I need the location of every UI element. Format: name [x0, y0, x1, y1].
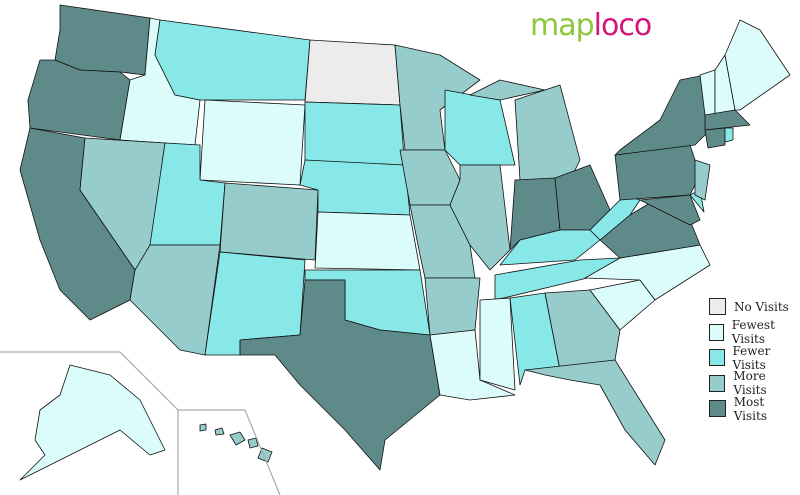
maploco-logo: maploco [530, 8, 653, 43]
legend-swatch [709, 374, 726, 392]
logo-part2: loco [593, 8, 653, 43]
legend: No Visits Fewest Visits Fewer Visits Mor… [709, 294, 800, 423]
state-ak[interactable] [19, 364, 166, 481]
legend-item-none: No Visits [709, 294, 800, 320]
state-or[interactable] [27, 59, 131, 141]
state-il[interactable] [449, 164, 511, 271]
state-ma[interactable] [704, 109, 751, 131]
legend-item-most: Most Visits [709, 394, 800, 423]
legend-swatch [709, 323, 724, 341]
state-ct[interactable] [704, 127, 726, 149]
state-hi[interactable] [214, 427, 225, 436]
legend-label: No Visits [734, 299, 789, 314]
state-ga[interactable] [544, 289, 621, 371]
state-hi[interactable] [199, 423, 207, 432]
state-tx[interactable] [239, 279, 441, 471]
legend-item-more: More Visits [709, 369, 800, 398]
state-mi-up[interactable] [469, 79, 546, 101]
state-nj[interactable] [694, 159, 711, 201]
state-co[interactable] [219, 182, 319, 261]
legend-item-fewest: Fewest Visits [709, 318, 800, 347]
inset-border [178, 409, 281, 495]
legend-label: Most Visits [733, 394, 767, 423]
legend-swatch [709, 400, 726, 418]
state-me[interactable] [724, 19, 791, 111]
state-md[interactable] [639, 194, 701, 226]
state-mi[interactable] [514, 84, 581, 181]
state-ny[interactable] [614, 74, 711, 156]
state-ar[interactable] [424, 277, 481, 336]
state-az[interactable] [129, 244, 221, 356]
state-sd[interactable] [304, 101, 406, 171]
state-ia[interactable] [399, 149, 461, 206]
legend-label: Fewest Visits [731, 318, 775, 347]
state-wy[interactable] [199, 99, 306, 186]
legend-item-fewer: Fewer Visits [709, 343, 800, 372]
logo-part1: map [530, 8, 595, 43]
legend-label: More Visits [733, 369, 767, 398]
legend-swatch [709, 298, 726, 316]
state-ri[interactable] [724, 127, 734, 143]
state-mn[interactable] [394, 44, 481, 151]
state-mt[interactable] [154, 19, 311, 101]
state-ks[interactable] [314, 211, 421, 271]
state-fl[interactable] [524, 359, 666, 466]
state-ms[interactable] [479, 297, 516, 391]
state-hi[interactable] [229, 431, 246, 446]
state-wi[interactable] [444, 89, 516, 166]
legend-swatch [709, 349, 725, 367]
state-la[interactable] [429, 329, 516, 401]
inset-border [0, 351, 179, 495]
state-nd[interactable] [304, 39, 401, 106]
state-hi[interactable] [247, 437, 259, 449]
legend-label: Fewer Visits [732, 343, 771, 372]
state-wa[interactable] [54, 4, 151, 76]
